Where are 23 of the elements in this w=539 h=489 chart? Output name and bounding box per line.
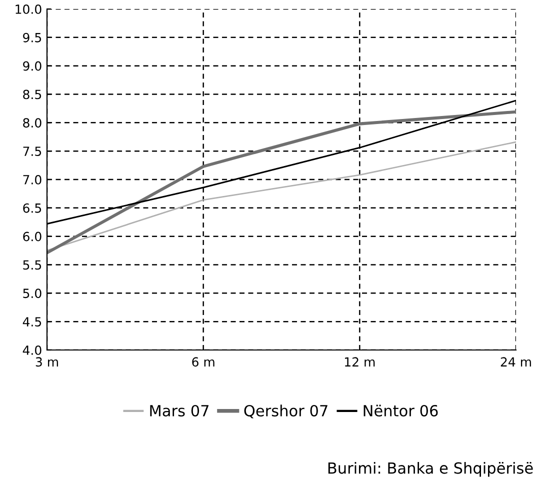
y-tick-label: 7.5 [23, 146, 42, 156]
y-tick-label: 4.0 [22, 345, 42, 355]
x-tick-label: 6 m [192, 357, 214, 367]
y-tick-label: 5.0 [23, 288, 42, 298]
y-tick-label: 8.5 [23, 90, 42, 100]
legend-label: Nëntor 06 [364, 404, 438, 416]
y-tick-label: 4.5 [22, 317, 42, 327]
x-tick-label: 24 m [500, 357, 531, 366]
y-tick-label: 6.0 [23, 232, 42, 242]
y-tick-label: 6.5 [23, 203, 42, 213]
legend-label: Qershor 07 [244, 404, 328, 418]
line-series [47, 110, 516, 254]
x-tick-label: 12 m [345, 357, 375, 366]
y-tick-label: 5.5 [23, 260, 42, 270]
y-tick-label: 7.0 [23, 174, 42, 184]
legend-label: Mars 07 [150, 404, 208, 416]
line-series [47, 141, 516, 252]
y-tick-label: 10.0 [16, 4, 42, 14]
text: Burimi: Banka e Shqipërisë [328, 462, 533, 477]
x-tick-label: 3 m [36, 357, 58, 367]
y-tick-label: 9.5 [23, 32, 42, 42]
y-tick-label: 9.0 [23, 61, 42, 71]
y-tick-label: 8.0 [23, 118, 42, 128]
